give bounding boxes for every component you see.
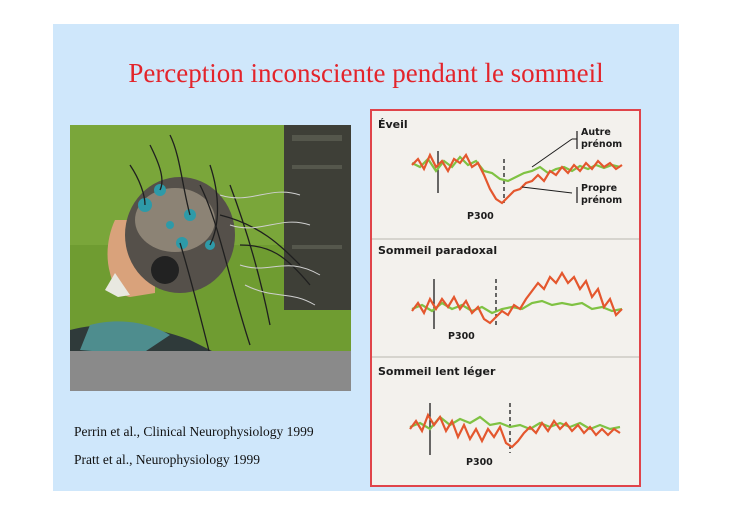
trace-propre-prenom <box>411 152 623 205</box>
p300-label: P300 <box>466 457 493 468</box>
legend-propre-line1: Propre <box>581 183 617 194</box>
trace-propre-prenom <box>409 412 621 449</box>
trace-autre-prenom <box>411 155 621 183</box>
eeg-figure: Éveil Autre prénom Propre prénom P300 So… <box>370 109 641 487</box>
slide-title: Perception inconsciente pendant le somme… <box>128 58 604 88</box>
eeg-cap-photo-illustration <box>70 125 351 391</box>
reference-perrin: Perrin et al., Clinical Neurophysiology … <box>74 424 314 439</box>
trace-autre-prenom <box>409 415 621 431</box>
reference-pratt: Pratt et al., Neurophysiology 1999 <box>74 452 260 467</box>
p300-label: P300 <box>467 211 494 222</box>
legend-autre-line1: Autre <box>581 127 611 138</box>
p300-label: P300 <box>448 331 475 342</box>
panel-title-sommeil-lent-leger: Sommeil lent léger <box>378 365 496 378</box>
eeg-figure-canvas: Éveil Autre prénom Propre prénom P300 So… <box>372 118 639 468</box>
legend-leader-line <box>521 186 573 194</box>
panel-title-sommeil-paradoxal: Sommeil paradoxal <box>378 244 497 257</box>
panel-title-eveil: Éveil <box>378 118 408 131</box>
trace-propre-prenom <box>411 270 623 325</box>
slide: Perception inconsciente pendant le somme… <box>53 24 679 491</box>
eeg-cap-photo <box>70 125 351 391</box>
legend-autre-line2: prénom <box>581 139 622 150</box>
legend-propre-line2: prénom <box>581 195 622 206</box>
legend-leader-line <box>531 138 573 168</box>
